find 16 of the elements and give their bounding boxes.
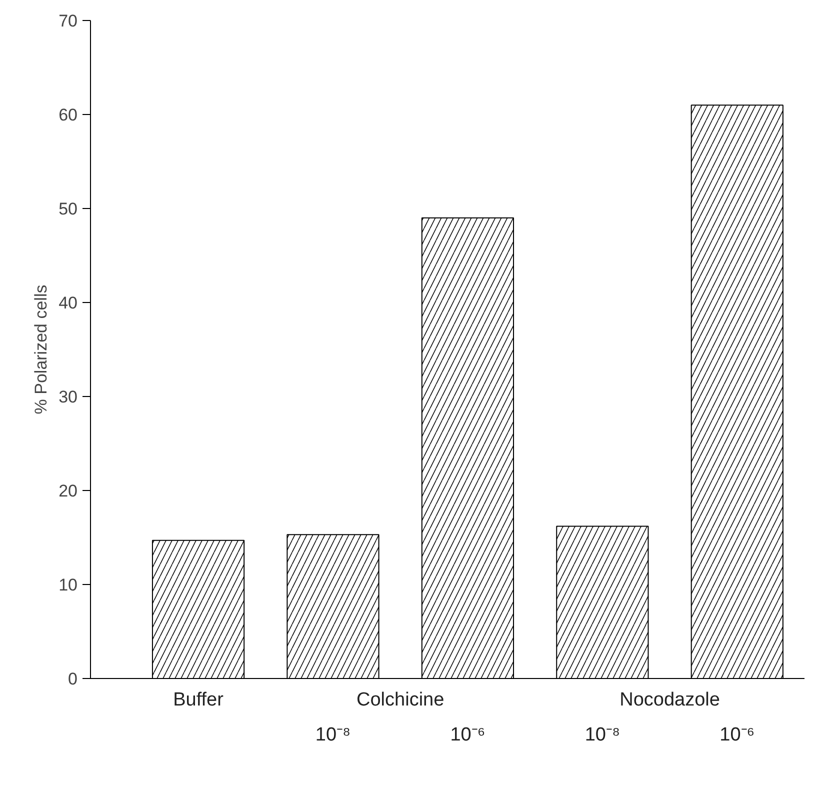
x-tick-label: 10⁻⁸ (584, 724, 620, 746)
x-tick-label: Buffer (173, 690, 224, 710)
x-tick-label: 10⁻⁶ (720, 724, 755, 746)
text: Nocodazole (620, 690, 720, 710)
y-tick-label: 30 (58, 388, 78, 406)
x-tick-label: 10⁻⁸ (315, 724, 351, 746)
y-tick-label: 40 (58, 294, 78, 312)
y-tick-label: 20 (58, 482, 78, 500)
y-tick-label: 10 (58, 576, 78, 594)
y-tick-label: 70 (58, 12, 78, 30)
y-tick-label: 0 (68, 670, 78, 688)
y-tick-label: 50 (58, 200, 78, 218)
y-tick-label: 60 (58, 106, 78, 124)
y-axis-title: % Polarized cells (32, 284, 51, 414)
x-tick-label: 10⁻⁶ (450, 724, 486, 746)
text: Colchicine (356, 690, 444, 710)
